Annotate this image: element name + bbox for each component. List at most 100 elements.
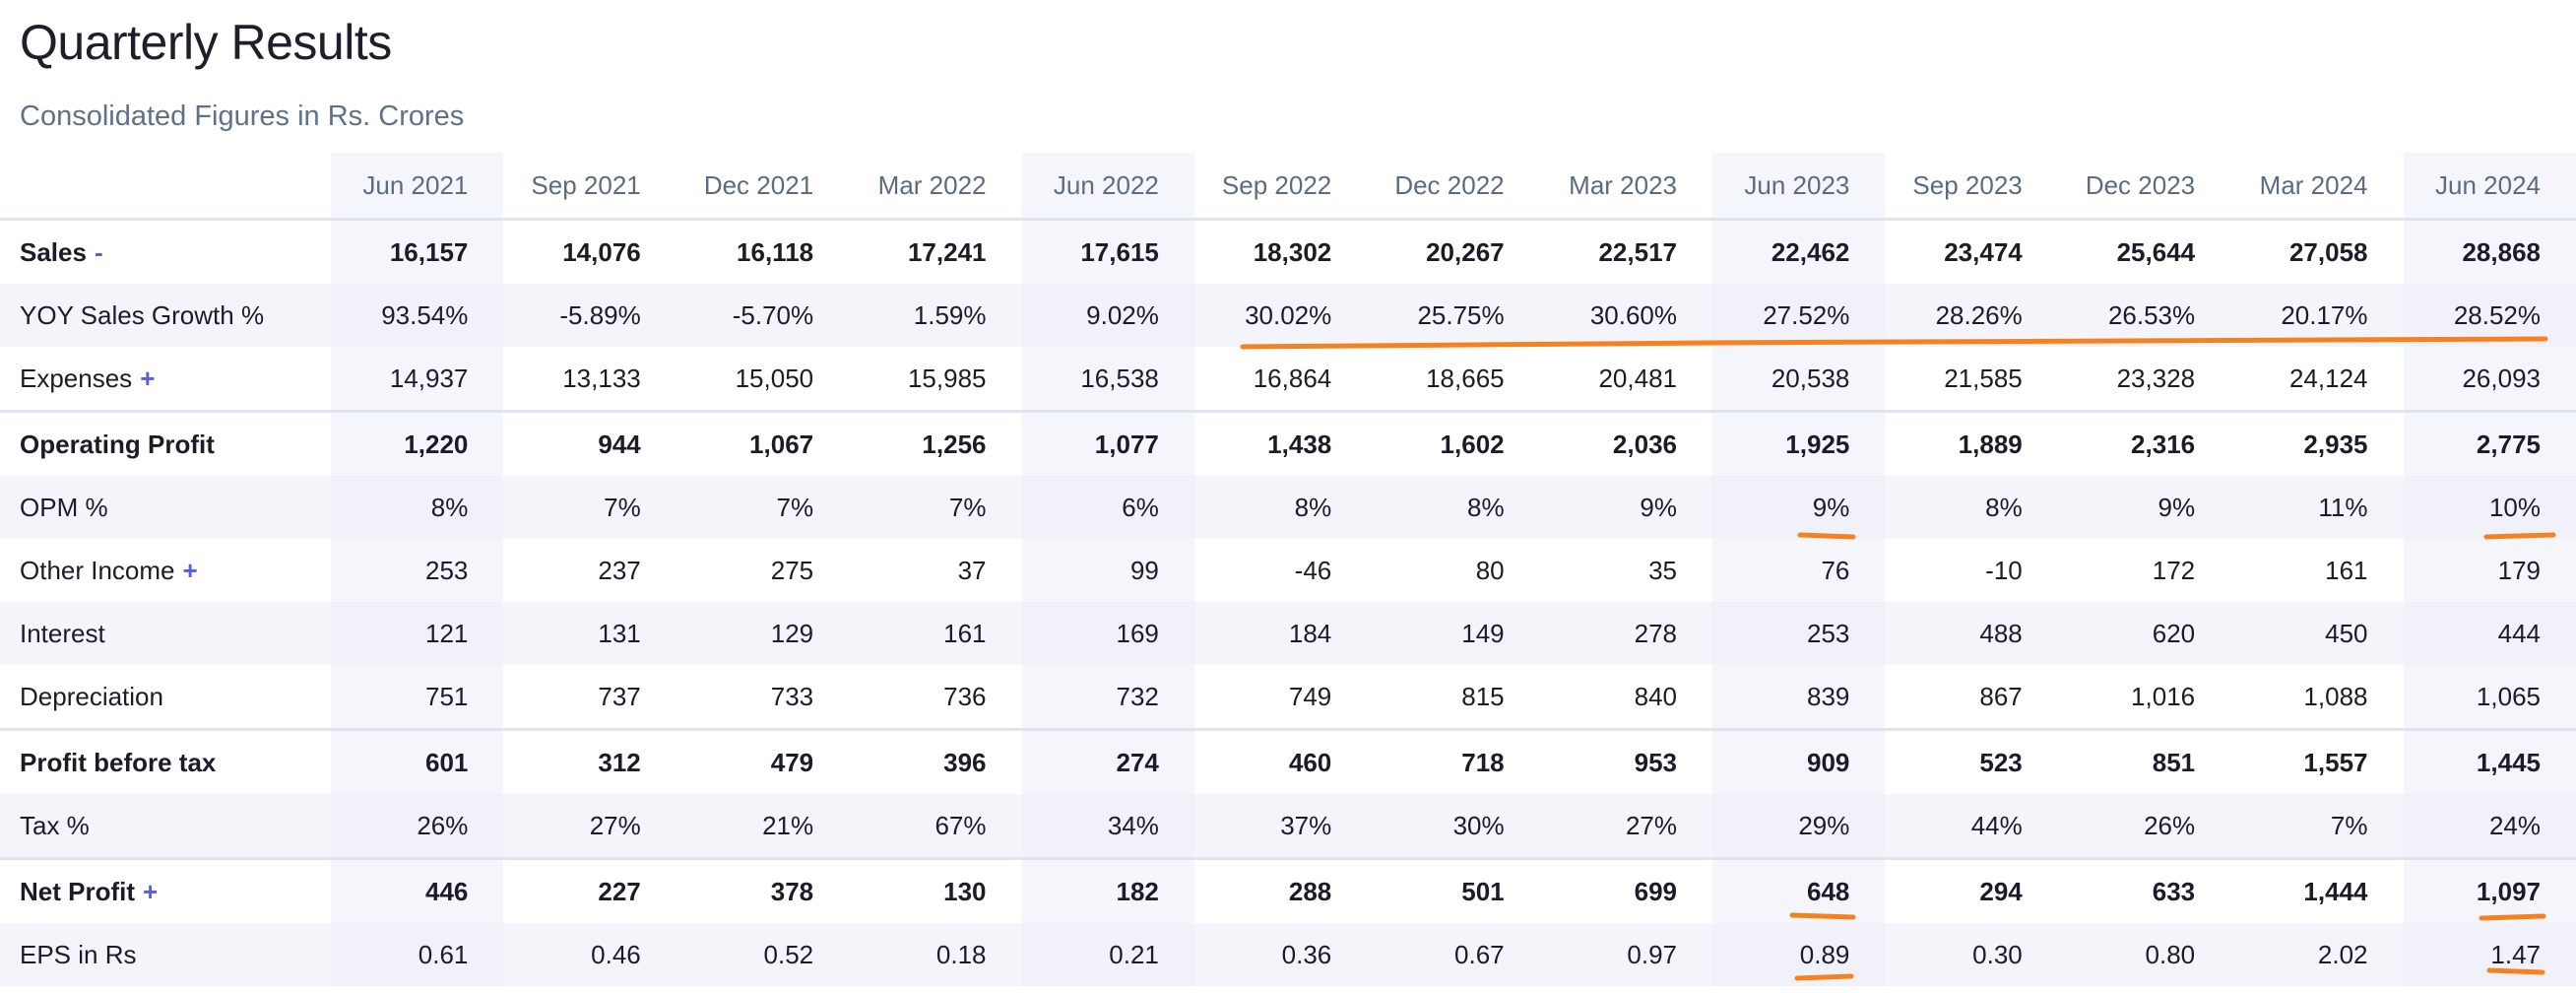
value-cell: 26% (417, 810, 469, 840)
period-header: Sep 2022 (1193, 153, 1368, 221)
value-cell: 2,036 (1539, 410, 1712, 476)
row-label-text: Operating Profit (20, 429, 215, 459)
value-cell: 751 (424, 681, 469, 711)
value-cell: 460 (1193, 728, 1368, 794)
value-cell: 27.52% (1763, 299, 1850, 330)
expand-toggle[interactable]: + (182, 555, 198, 585)
value-cell: 27% (589, 810, 641, 840)
value-cell: 7% (604, 492, 641, 522)
table-row: Net Profit +446 227 378 130 182 288 501 699 648 29… (0, 857, 2576, 923)
value-cell: 129 (770, 618, 814, 648)
row-label-text: Profit before tax (20, 747, 217, 777)
value-cell: 7% (776, 492, 814, 522)
row-label[interactable]: Other Income + (0, 539, 331, 602)
value-cell: 1,077 (1021, 410, 1194, 476)
value-cell: 28.26% (1935, 299, 2023, 330)
value-cell: 1,602 (1367, 410, 1540, 476)
value-cell: 699 (1539, 857, 1712, 923)
value-cell: 161 (943, 618, 987, 648)
value-cell: 17,615 (1021, 218, 1194, 284)
value-cell: 1,445 (2403, 728, 2576, 794)
value-cell: 732 (1116, 681, 1159, 711)
period-header: Dec 2021 (676, 153, 850, 221)
table-row: Other Income +253 237 275 37 99 -46 80 35 76 -10 17… (0, 539, 2576, 602)
value-cell: 1.59% (913, 299, 987, 330)
value-cell: 93.54% (381, 299, 469, 330)
value-cell: 6% (1122, 492, 1159, 522)
value-cell: 9% (1640, 492, 1677, 522)
row-label-text: Sales (20, 236, 87, 267)
value-cell: 1,925 (1712, 410, 1886, 476)
value-cell: 2,775 (2403, 410, 2576, 476)
row-label[interactable]: Sales - (0, 218, 331, 284)
value-cell: 446 (331, 857, 504, 923)
value-cell: 479 (676, 728, 850, 794)
row-label-text: Interest (20, 618, 105, 648)
value-cell: 182 (1021, 857, 1194, 923)
expand-toggle[interactable]: + (143, 876, 159, 906)
value-cell: 1,097 (2403, 857, 2576, 923)
value-cell: 444 (2497, 618, 2541, 648)
value-cell: 294 (1885, 857, 2058, 923)
value-cell: 35 (1648, 555, 1677, 585)
value-cell: 227 (503, 857, 676, 923)
value-cell: 184 (1288, 618, 1332, 648)
value-cell: 67% (934, 810, 987, 840)
corner-cell (0, 153, 331, 221)
value-cell: 396 (849, 728, 1022, 794)
value-cell: 26,093 (2462, 363, 2541, 393)
value-cell: 1,438 (1193, 410, 1368, 476)
value-cell: 16,864 (1253, 363, 1332, 393)
value-cell: 1,256 (849, 410, 1022, 476)
value-cell: 733 (770, 681, 814, 711)
value-cell: 840 (1634, 681, 1677, 711)
value-cell: 944 (503, 410, 676, 476)
value-cell: 7% (948, 492, 987, 522)
period-header: Dec 2022 (1367, 153, 1540, 221)
row-label-text: EPS in Rs (20, 939, 137, 969)
value-cell: 130 (849, 857, 1022, 923)
expand-toggle[interactable]: + (140, 363, 156, 393)
value-cell: 0.30 (1972, 939, 2023, 969)
value-cell: 1,220 (331, 410, 504, 476)
table-row: Tax % 26% 27% 21% 67% 34% 37% 30% 27% 29% 44% 26% 7%… (0, 794, 2576, 859)
row-label: Profit before tax (0, 728, 331, 794)
value-cell: 25.75% (1417, 299, 1505, 330)
collapse-toggle[interactable]: - (94, 236, 103, 267)
table-row: Expenses +14,937 13,133 15,050 15,985 16,538 1… (0, 347, 2576, 412)
quarterly-results-table: Jun 2021 Sep 2021 Dec 2021 Mar 2022 Jun … (0, 153, 2576, 986)
value-cell: 0.89 (1799, 939, 1850, 969)
value-cell: 1,889 (1885, 410, 2058, 476)
table-row: Depreciation 751 737 733 736 732 749 815 840 839 8… (0, 665, 2576, 730)
row-label-text: Depreciation (20, 681, 163, 711)
table-row: OPM % 8% 7% 7% 7% 6% 8% 8% 9% 9% 8% 9% 11% 10% (0, 476, 2576, 539)
value-cell: 30% (1452, 810, 1505, 840)
value-cell: 237 (598, 555, 641, 585)
value-cell: 37% (1280, 810, 1332, 840)
table-row: Interest 121 131 129 161 169 184 149 278 253 488 62… (0, 602, 2576, 665)
value-cell: 34% (1107, 810, 1159, 840)
value-cell: 2,316 (2057, 410, 2231, 476)
value-cell: 0.67 (1454, 939, 1505, 969)
value-cell: 14,937 (389, 363, 469, 393)
row-label[interactable]: Net Profit + (0, 857, 331, 923)
value-cell: 80 (1475, 555, 1505, 585)
value-cell: 10% (2488, 492, 2541, 522)
value-cell: 737 (598, 681, 641, 711)
value-cell: 131 (598, 618, 641, 648)
value-cell: 253 (424, 555, 469, 585)
value-cell: 1,088 (2303, 681, 2368, 711)
value-cell: 161 (2325, 555, 2368, 585)
value-cell: 24% (2488, 810, 2541, 840)
value-cell: 8% (1467, 492, 1505, 522)
row-label[interactable]: Expenses + (0, 347, 331, 412)
value-cell: -5.70% (732, 299, 814, 330)
value-cell: 488 (1979, 618, 2023, 648)
value-cell: 13,133 (562, 363, 641, 393)
value-cell: 275 (770, 555, 814, 585)
row-label: YOY Sales Growth % (0, 284, 331, 347)
value-cell: 28.52% (2453, 299, 2541, 330)
value-cell: 16,157 (331, 218, 504, 284)
row-label-text: Expenses (20, 363, 133, 393)
row-label: EPS in Rs (0, 923, 331, 986)
